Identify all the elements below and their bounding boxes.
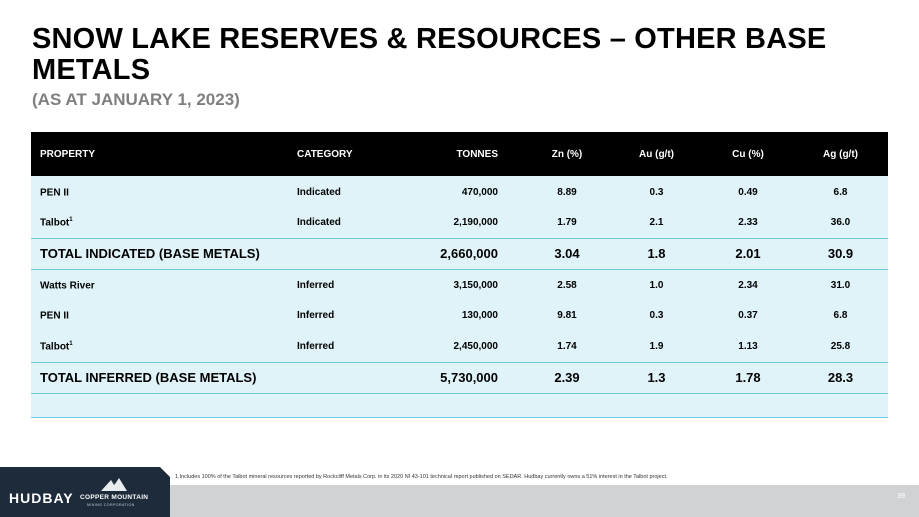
au-cell: 1.9: [649, 340, 664, 352]
au-cell: 0.3: [649, 310, 664, 321]
cu-cell: 0.37: [738, 310, 758, 321]
table-row: PEN II Indicated 470,000 8.89 0.3 0.49 6…: [31, 176, 888, 207]
header-cu: Cu (%): [732, 148, 764, 160]
header-zn: Zn (%): [551, 148, 583, 160]
cu-cell: 2.34: [738, 280, 758, 292]
total-label: TOTAL INDICATED (BASE METALS): [40, 246, 260, 261]
zn-cell: 8.89: [557, 187, 577, 198]
ag-cell: 30.9: [827, 246, 854, 261]
ag-cell: 6.8: [833, 310, 848, 321]
ag-cell: 25.8: [830, 340, 851, 352]
copper-mountain-subtext: MINING CORPORATION: [87, 503, 135, 507]
property-cell: PEN II: [40, 187, 69, 199]
cu-cell: 2.01: [735, 246, 761, 261]
copper-mountain-logo-text: COPPER MOUNTAIN: [80, 494, 149, 501]
header-tonnes: TONNES: [456, 148, 499, 160]
zn-cell: 2.39: [554, 370, 580, 385]
reserves-table: PROPERTY CATEGORY TONNES Zn (%) Au (g/t)…: [31, 132, 888, 418]
cu-cell: 1.78: [735, 370, 761, 385]
tonnes-cell: 3,150,000: [453, 280, 499, 292]
category-cell: Inferred: [297, 280, 335, 292]
spacer-cell: [31, 393, 888, 417]
table-spacer-row: [31, 393, 888, 417]
tonnes-cell: 470,000: [461, 187, 498, 198]
au-cell: 1.3: [647, 370, 666, 385]
property-cell: Talbot1: [40, 216, 73, 228]
header-ag: Ag (g/t): [823, 148, 858, 160]
table-row: Watts River Inferred 3,150,000 2.58 1.0 …: [31, 269, 888, 300]
table-row: Talbot1 Indicated 2,190,000 1.79 2.1 2.3…: [31, 207, 888, 238]
logo-panel: [0, 467, 170, 517]
table-row: PEN II Inferred 130,000 9.81 0.3 0.37 6.…: [31, 300, 888, 331]
tonnes-cell: 5,730,000: [440, 370, 498, 385]
zn-cell: 9.81: [557, 310, 577, 321]
au-cell: 0.3: [649, 187, 664, 198]
ag-cell: 36.0: [830, 216, 851, 228]
footnote: 1.Includes 100% of the Talbot mineral re…: [175, 474, 668, 480]
cu-cell: 0.49: [738, 187, 758, 198]
hudbay-logo: HUDBAY: [9, 490, 74, 506]
zn-cell: 1.79: [557, 216, 577, 228]
empty-cell: [289, 362, 409, 393]
ag-cell: 6.8: [833, 187, 848, 198]
page-subtitle: (AS AT JANUARY 1, 2023): [32, 90, 240, 109]
property-cell: PEN II: [40, 310, 69, 322]
zn-cell: 1.74: [557, 340, 577, 352]
tonnes-cell: 2,660,000: [440, 246, 498, 261]
tonnes-cell: 2,190,000: [453, 216, 499, 228]
category-cell: Indicated: [297, 187, 341, 198]
property-cell: Watts River: [40, 280, 95, 292]
zn-cell: 3.04: [554, 246, 580, 261]
ag-cell: 28.3: [827, 370, 854, 385]
cu-cell: 1.13: [738, 340, 758, 352]
total-label: TOTAL INFERRED (BASE METALS): [40, 370, 257, 385]
au-cell: 1.0: [649, 280, 664, 292]
total-inferred-row: TOTAL INFERRED (BASE METALS) 5,730,000 2…: [31, 362, 888, 393]
table-header-row: PROPERTY CATEGORY TONNES Zn (%) Au (g/t)…: [31, 132, 888, 176]
category-cell: Inferred: [297, 310, 335, 321]
tonnes-cell: 130,000: [461, 310, 498, 321]
total-indicated-row: TOTAL INDICATED (BASE METALS) 2,660,000 …: [31, 238, 888, 269]
header-category: CATEGORY: [297, 148, 353, 160]
category-cell: Inferred: [297, 340, 335, 352]
property-cell: Talbot1: [40, 340, 73, 352]
header-property: PROPERTY: [40, 148, 96, 160]
page-number: 39: [897, 493, 905, 500]
au-cell: 2.1: [649, 216, 664, 228]
page-title: SNOW LAKE RESERVES & RESOURCES – OTHER B…: [32, 23, 827, 86]
copper-mountain-mountain-icon: [101, 478, 127, 491]
zn-cell: 2.58: [557, 280, 577, 292]
au-cell: 1.8: [647, 246, 666, 261]
category-cell: Indicated: [297, 216, 341, 228]
table-row: Talbot1 Inferred 2,450,000 1.74 1.9 1.13…: [31, 331, 888, 362]
ag-cell: 31.0: [830, 280, 851, 292]
tonnes-cell: 2,450,000: [453, 340, 499, 352]
empty-cell: [289, 238, 409, 269]
cu-cell: 2.33: [738, 216, 758, 228]
header-au: Au (g/t): [639, 148, 674, 160]
